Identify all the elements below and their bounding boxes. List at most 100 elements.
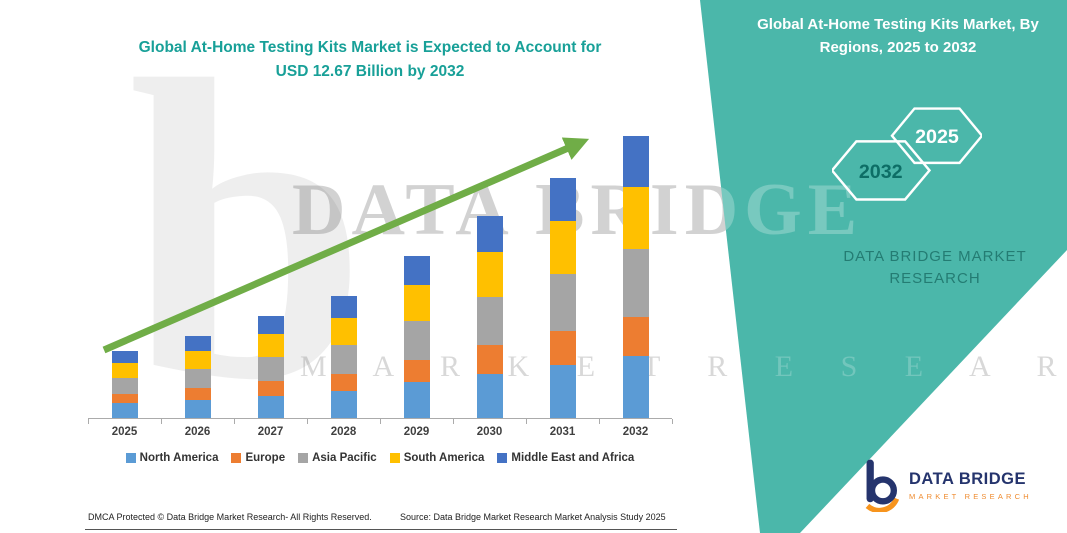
legend-item: Asia Pacific [298,452,377,464]
chart-headline-line2: USD 12.67 Billion by 2032 [275,63,465,81]
bar-segment [111,363,138,379]
bar-segment [622,136,649,187]
legend-label: Asia Pacific [312,452,377,464]
bar-segment [257,381,284,396]
bar-chart [88,118,672,419]
hexagon-2025 [890,107,982,165]
bar-segment [111,394,138,404]
hexagon-2032 [832,140,932,201]
bar-segment [330,317,357,345]
panel-brand-text: DATA BRIDGE MARKET RESEARCH [835,246,1035,290]
bar-slot [88,118,161,418]
bar-segment [257,315,284,335]
hexagon-2025-label: 2025 [915,126,959,148]
bar-segment [330,295,357,318]
bar-segment [257,334,284,357]
x-axis-label: 2032 [622,426,649,438]
bar-slot [453,118,526,418]
legend-label: Middle East and Africa [511,452,635,464]
legend-swatch [298,453,309,463]
legend: North America Europe Asia Pacific South Ame… [75,452,685,464]
bar-segment [111,351,138,364]
panel-brand-line1: DATA BRIDGE MARKET [843,248,1027,265]
chart-headline-line1: Global At-Home Testing Kits Market is Ex… [138,39,602,56]
bar-segment [549,273,576,332]
bar-segment [184,335,211,351]
bar-segment [622,355,649,418]
bar-slot [380,118,453,418]
year-hexagons: 2032 2025 [832,107,982,201]
stacked-bar-2030 [476,215,503,418]
bar-segment [184,400,211,418]
stacked-bar-2026 [184,335,211,418]
footer-dmca-text: DMCA Protected © Data Bridge Market Rese… [88,512,372,522]
legend-swatch [497,453,508,463]
x-axis-label: 2026 [184,426,211,438]
x-axis-label: 2028 [330,426,357,438]
legend-label: Europe [245,452,286,464]
footer-divider [85,529,677,530]
stacked-bar-2031 [549,177,576,418]
bar-slot [526,118,599,418]
plot-slots [88,118,672,418]
legend-label: South America [403,452,485,464]
bar-segment [622,248,649,317]
bar-segment [476,345,503,374]
bar-segment [111,378,138,395]
bar-segment [330,374,357,392]
bar-slot [161,118,234,418]
x-axis-label: 2030 [476,426,503,438]
bar-slot [599,118,672,418]
bar-segment [476,215,503,253]
bar-segment [622,186,649,249]
x-axis-labels: 2025 2026 2027 2028 2029 2030 2031 2032 [88,426,672,438]
chart-headline: Global At-Home Testing Kits Market is Ex… [70,36,670,84]
bar-segment [403,359,430,383]
legend-swatch [231,453,242,463]
legend-item: North America [125,452,219,464]
bar-segment [257,395,284,418]
panel-title: Global At-Home Testing Kits Market, By R… [757,16,1039,56]
bar-segment [330,391,357,418]
trend-arrow [102,137,590,354]
stacked-bar-2028 [330,295,357,418]
bar-segment [403,320,430,360]
bar-segment [476,373,503,418]
legend-item: Europe [231,452,285,464]
x-axis-label: 2027 [257,426,284,438]
panel-brand-line2: RESEARCH [889,269,981,287]
bar-segment [184,368,211,389]
bar-segment [403,382,430,418]
bar-segment [549,365,576,418]
watermark-b-letter: b [128,0,368,469]
bar-segment [184,388,211,400]
bar-segment [403,255,430,285]
bar-segment [549,220,576,274]
databridge-logo: DATA BRIDGE MARKET RESEARCH [862,458,1032,512]
legend-swatch [389,453,400,463]
x-axis-tick [89,419,162,424]
bar-segment [476,252,503,297]
databridge-logo-icon [865,459,900,512]
databridge-logo-text: DATA BRIDGE MARKET RESEARCH [909,470,1032,501]
bar-slot [234,118,307,418]
x-axis-tick [454,419,527,424]
bar-segment [549,331,576,365]
bar-segment [403,284,430,321]
stacked-bar-2032 [622,136,649,418]
x-axis-tick [308,419,381,424]
bar-segment [622,316,649,356]
x-axis-tick [235,419,308,424]
bar-segment [257,356,284,382]
x-axis-label: 2025 [111,426,138,438]
bar-segment [184,350,211,369]
footer-source-text: Source: Data Bridge Market Research Mark… [400,512,666,522]
x-axis-ticks [88,419,673,424]
legend-item: South America [389,452,485,464]
logo-subname: MARKET RESEARCH [909,491,1032,501]
x-axis-tick [162,419,235,424]
x-axis-label: 2029 [403,426,430,438]
bar-segment [476,296,503,346]
legend-label: North America [139,452,219,464]
